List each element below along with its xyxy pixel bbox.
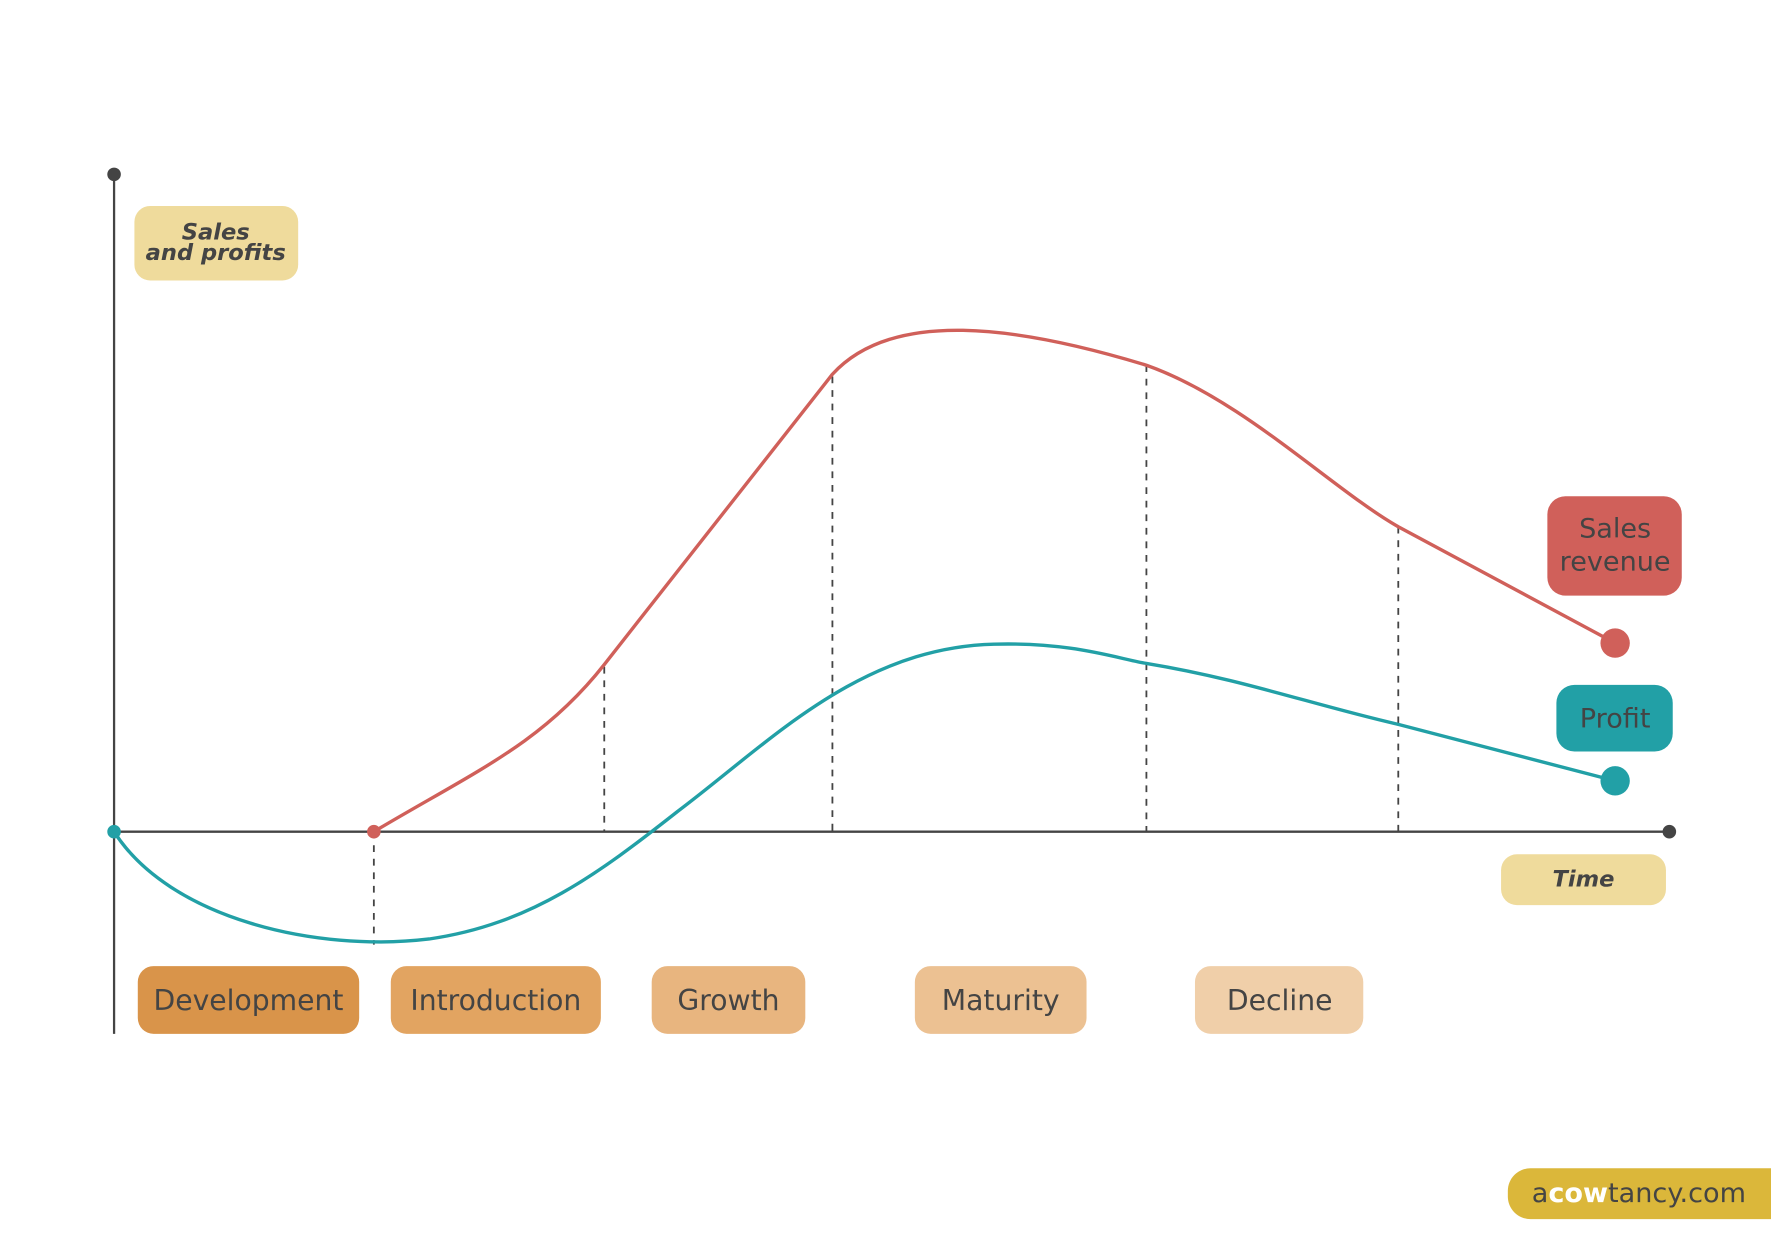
brand-part: cow <box>1548 1178 1608 1209</box>
stage-box <box>390 966 601 1034</box>
y-label: Sales <box>182 220 250 246</box>
stage-box <box>137 966 360 1034</box>
stage-label: Maturity <box>942 984 1060 1017</box>
legend-box <box>1547 496 1682 596</box>
sales-curve <box>372 328 1616 834</box>
axis-end <box>1662 824 1677 839</box>
stage-label: Development <box>153 984 343 1017</box>
stage-box <box>914 966 1087 1034</box>
stage-label: Decline <box>1227 984 1333 1017</box>
legend-box <box>1556 684 1673 752</box>
legend-label: Sales <box>1579 514 1651 545</box>
brand-part: tancy.com <box>1608 1178 1746 1209</box>
x-label-box <box>1501 854 1666 906</box>
profit-curve <box>112 642 1616 944</box>
axis-end <box>107 167 121 182</box>
stage-box <box>1194 966 1364 1034</box>
legend-label: Profit <box>1580 703 1651 734</box>
sales-start <box>367 824 381 839</box>
profit-end <box>1600 766 1630 796</box>
y-label: and profits <box>146 240 286 266</box>
dividers <box>372 365 1400 945</box>
legend-label: revenue <box>1560 546 1671 577</box>
y-label-box <box>134 205 299 281</box>
brand-part: a <box>1532 1178 1549 1209</box>
sales-end <box>1600 628 1630 658</box>
brand: acowtancy.com <box>1532 1178 1746 1209</box>
stage-box <box>651 966 806 1034</box>
x-label: Time <box>1553 867 1615 893</box>
stage-label: Growth <box>677 984 779 1017</box>
stage-label: Introduction <box>410 984 581 1017</box>
brand-box <box>1507 1168 1771 1220</box>
profit-start <box>107 824 121 839</box>
background <box>0 3 1771 1247</box>
